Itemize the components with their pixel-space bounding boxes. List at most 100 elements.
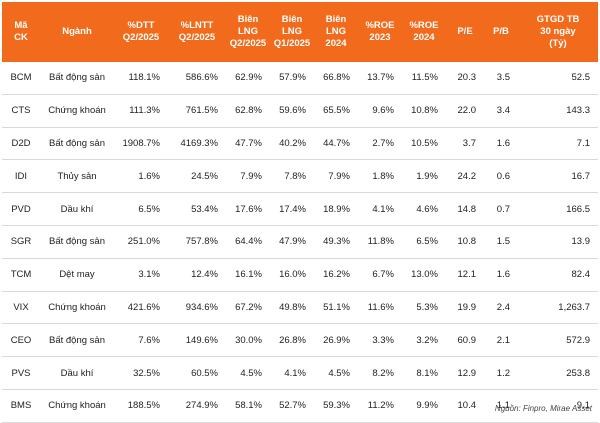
value-cell: 12.9 [446,356,484,390]
value-cell: 49.8% [270,291,314,325]
value-cell: 2.7% [358,127,402,161]
sector-cell: Chứng khoán [40,94,114,128]
value-cell: 0.6 [484,159,518,194]
value-cell: 12.1 [446,258,484,292]
table-row: CTS Chứng khoán 111.3% 761.5% 62.8% 59.6% 65.5… [2,94,598,128]
value-cell: 17.6% [226,192,270,226]
table-body: BCM Bất động sản 118.1% 586.6% 62.9% 57.9% 66.… [2,62,598,423]
sector-cell: Bất động sản [40,225,114,259]
value-cell: 12.4% [168,258,226,292]
value-cell: 2.4 [484,291,518,325]
value-cell: 26.8% [270,323,314,358]
value-cell: 1.1 [484,389,518,423]
value-cell: 60.9 [446,323,484,358]
sector-cell: Dầu khí [40,356,114,390]
value-cell: 11.5% [402,62,446,95]
value-cell: 4.1% [270,356,314,390]
value-cell: 572.9 [518,323,598,358]
column-header: Biên LNG 2024 [325,14,347,49]
value-cell: 1.2 [484,356,518,390]
value-cell: 13.7% [358,62,402,95]
ticker-cell: SGR [2,225,40,259]
sector-cell: Dệt may [40,258,114,292]
value-cell: 188.5% [114,389,168,423]
value-cell: 24.5% [168,159,226,194]
value-cell: 24.2 [446,159,484,194]
column-header: Biên LNG Q1/2025 [273,14,311,49]
value-cell: 3.4 [484,94,518,128]
ticker-cell: VIX [2,291,40,325]
value-cell: 1.9% [402,159,446,194]
value-cell: 10.8 [446,225,484,259]
value-cell: 143.3 [518,94,598,128]
value-cell: 16.7 [518,159,598,194]
table-row: BCM Bất động sản 118.1% 586.6% 62.9% 57.9% 66.… [2,62,598,95]
value-cell: 253.8 [518,356,598,390]
ticker-cell: PVS [2,356,40,390]
ticker-cell: CEO [2,323,40,358]
sector-cell: Dầu khí [40,192,114,226]
table-row: TCM Dệt may 3.1% 12.4% 16.1% 16.0% 16.2% 6.7% 13… [2,258,598,292]
value-cell: 9.6% [358,94,402,128]
ticker-cell: CTS [2,94,40,128]
table-row: IDI Thủy sản 1.6% 24.5% 7.9% 7.8% 7.9% 1.8% 1.9%… [2,159,598,194]
column-header: Biên LNG Q2/2025 [229,14,267,49]
value-cell: 52.5 [518,62,598,95]
sector-cell: Chứng khoán [40,291,114,325]
column-header: %DTT Q2/2025 [122,20,160,43]
source-note: Nguồn: Finpro, Mirae Asset [494,404,592,413]
value-cell: 13.9 [518,225,598,259]
column-header: P/B [493,26,509,37]
value-cell: 7.9% [226,159,270,194]
value-cell: 7.6% [114,323,168,358]
value-cell: 3.7 [446,127,484,161]
value-cell: 4.5% [226,356,270,390]
column-header: Mã CK [14,20,28,43]
value-cell: 59.6% [270,94,314,128]
value-cell: 62.8% [226,94,270,128]
value-cell: 1908.7% [114,127,168,161]
value-cell: 26.9% [314,323,358,358]
header-row: Mã CK Ngành %DTT Q2/2025 %LNTT Q2/2025 Biên … [2,2,598,62]
table-row: D2D Bất động sản 1908.7% 4169.3% 47.7% 40.2% 4… [2,127,598,161]
value-cell: 10.4 [446,389,484,423]
value-cell: 6.5% [114,192,168,226]
column-header: GTGD TB 30 ngày (Tỷ) [536,14,580,49]
value-cell: 13.0% [402,258,446,292]
sector-cell: Bất động sản [40,323,114,358]
value-cell: 47.7% [226,127,270,161]
value-cell: 4.6% [402,192,446,226]
table-row: SGR Bất động sản 251.0% 757.8% 64.4% 47.9% 49.… [2,225,598,259]
value-cell: 65.5% [314,94,358,128]
table-row: BMS Chứng khoán 188.5% 274.9% 58.1% 52.7% 59.3… [2,389,598,423]
value-cell: 16.2% [314,258,358,292]
value-cell: 51.1% [314,291,358,325]
value-cell: 60.5% [168,356,226,390]
value-cell: 251.0% [114,225,168,259]
value-cell: 1.6 [484,258,518,292]
value-cell: 47.9% [270,225,314,259]
value-cell: 32.5% [114,356,168,390]
column-header: %ROE 2023 [365,20,395,43]
value-cell: 64.4% [226,225,270,259]
table-row: VIX Chứng khoán 421.6% 934.6% 67.2% 49.8% 51.1… [2,291,598,325]
value-cell: 30.0% [226,323,270,358]
value-cell: 421.6% [114,291,168,325]
value-cell: 66.8% [314,62,358,95]
sector-cell: Bất động sản [40,62,114,95]
value-cell: 59.3% [314,389,358,423]
value-cell: 11.2% [358,389,402,423]
column-header: Ngành [62,26,92,37]
sector-cell: Bất động sản [40,127,114,161]
column-header: P/E [457,26,473,37]
value-cell: 57.9% [270,62,314,95]
ticker-cell: BMS [2,389,40,423]
sector-cell: Thủy sản [40,159,114,194]
value-cell: 1,263.7 [518,291,598,325]
column-header: %LNTT Q2/2025 [178,20,216,43]
table-row: PVD Dầu khí 6.5% 53.4% 17.6% 17.4% 18.9% 4.1% 4.… [2,192,598,226]
ticker-cell: IDI [2,159,40,194]
value-cell: 16.1% [226,258,270,292]
